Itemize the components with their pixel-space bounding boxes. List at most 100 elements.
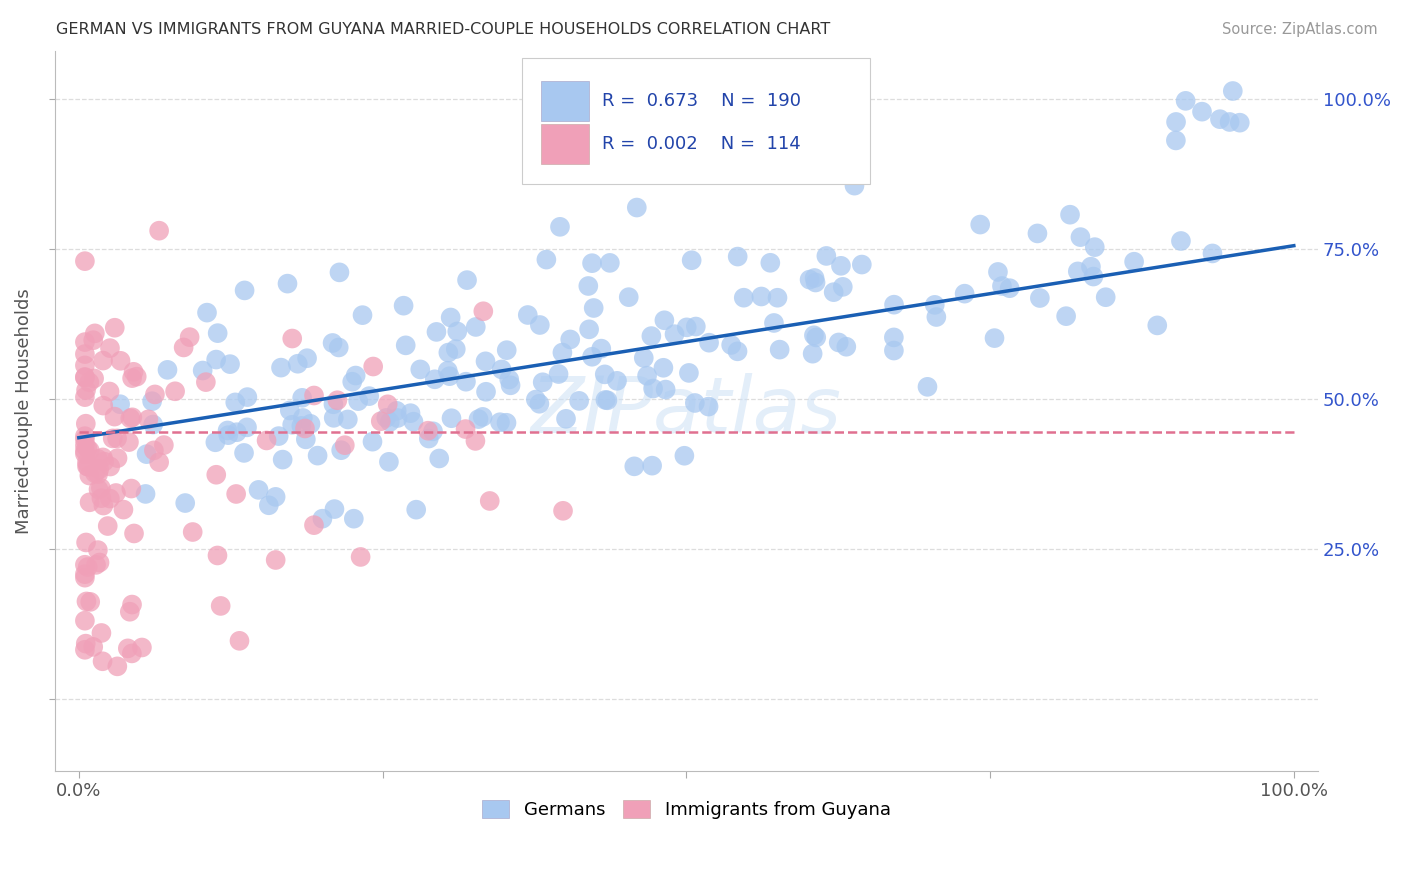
Point	[685, 319, 707, 334]
Point	[118, 435, 141, 450]
Point	[697, 400, 720, 414]
Point	[236, 420, 259, 434]
Point	[675, 320, 697, 334]
Point	[751, 289, 773, 303]
Point	[90, 491, 112, 505]
Point	[1164, 115, 1187, 129]
Point	[762, 316, 785, 330]
Point	[883, 298, 905, 312]
Point	[322, 335, 344, 350]
Point	[377, 397, 399, 411]
Point	[375, 410, 398, 425]
Point	[194, 375, 217, 389]
Point	[664, 327, 686, 342]
Point	[440, 310, 463, 325]
Point	[576, 279, 599, 293]
Point	[654, 313, 676, 327]
Point	[1201, 246, 1223, 260]
Point	[987, 265, 1010, 279]
Point	[998, 281, 1021, 295]
Point	[87, 451, 110, 466]
Point	[342, 375, 364, 389]
Point	[87, 467, 110, 482]
Point	[422, 425, 444, 439]
Point	[352, 308, 374, 322]
Point	[84, 466, 107, 480]
Point	[138, 412, 160, 426]
Point	[347, 394, 370, 409]
Point	[75, 383, 97, 397]
Point	[437, 345, 460, 359]
Point	[495, 416, 517, 430]
Text: R =  0.673    N =  190: R = 0.673 N = 190	[602, 92, 800, 110]
Point	[392, 299, 415, 313]
Point	[89, 462, 111, 476]
Point	[883, 330, 905, 344]
Point	[953, 286, 976, 301]
Point	[395, 338, 418, 352]
Point	[73, 370, 96, 384]
Bar	[541, 125, 589, 164]
Point	[370, 414, 392, 428]
Point	[803, 271, 825, 285]
Point	[489, 415, 512, 429]
Point	[101, 431, 124, 445]
Point	[427, 451, 450, 466]
Point	[122, 365, 145, 379]
Point	[98, 491, 121, 506]
Point	[311, 511, 333, 525]
Point	[641, 458, 664, 473]
Point	[582, 301, 605, 315]
Point	[302, 388, 325, 402]
Point	[623, 459, 645, 474]
Point	[378, 455, 401, 469]
Text: Source: ZipAtlas.com: Source: ZipAtlas.com	[1222, 22, 1378, 37]
Point	[104, 486, 127, 500]
Point	[165, 384, 187, 399]
Point	[727, 250, 749, 264]
Point	[640, 329, 662, 343]
Point	[1059, 208, 1081, 222]
Point	[828, 335, 851, 350]
Point	[491, 362, 513, 376]
Point	[91, 353, 114, 368]
Point	[217, 424, 239, 438]
Point	[122, 526, 145, 541]
Point	[454, 375, 477, 389]
Point	[1222, 84, 1244, 98]
Point	[209, 599, 232, 613]
Point	[299, 417, 322, 431]
Point	[173, 341, 195, 355]
Point	[121, 598, 143, 612]
Point	[79, 595, 101, 609]
Point	[205, 352, 228, 367]
Point	[79, 468, 101, 483]
Point	[361, 434, 384, 449]
Point	[326, 393, 349, 408]
Text: ZIPatlas: ZIPatlas	[531, 373, 842, 449]
Point	[107, 451, 129, 466]
Point	[112, 502, 135, 516]
Point	[91, 399, 114, 413]
Point	[121, 371, 143, 385]
Point	[387, 411, 409, 425]
Point	[110, 353, 132, 368]
Point	[73, 359, 96, 373]
Point	[1209, 112, 1232, 127]
Point	[416, 424, 439, 438]
Point	[1083, 269, 1105, 284]
Point	[548, 219, 571, 234]
Point	[98, 341, 121, 355]
Legend: Germans, Immigrants from Guyana: Germans, Immigrants from Guyana	[475, 793, 898, 827]
Point	[806, 330, 828, 344]
Point	[568, 393, 591, 408]
Point	[399, 406, 422, 420]
Point	[328, 341, 350, 355]
Point	[87, 543, 110, 558]
Point	[1164, 133, 1187, 147]
Text: R =  0.002    N =  114: R = 0.002 N = 114	[602, 136, 800, 153]
Point	[969, 218, 991, 232]
Point	[883, 343, 905, 358]
Point	[681, 253, 703, 268]
Point	[991, 279, 1014, 293]
